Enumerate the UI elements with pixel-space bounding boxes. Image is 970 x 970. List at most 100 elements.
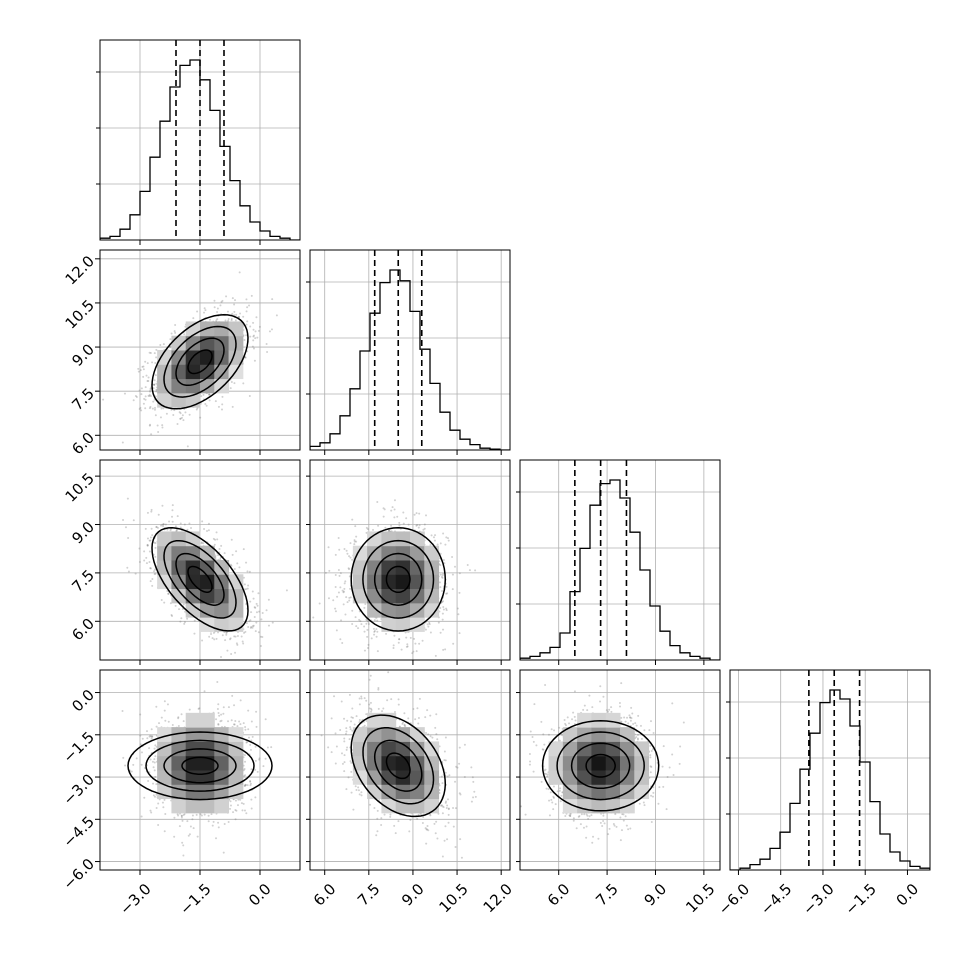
sample-point: [390, 509, 393, 512]
sample-point: [234, 299, 237, 302]
sample-point: [271, 621, 274, 624]
sample-point: [318, 602, 321, 605]
sample-point: [229, 638, 232, 641]
sample-point: [388, 529, 391, 532]
panel-frame: [99, 459, 301, 661]
sample-point: [434, 654, 437, 657]
sample-point: [143, 550, 146, 553]
sample-point: [181, 608, 184, 611]
density-cell: [367, 560, 382, 575]
sample-point: [258, 758, 261, 761]
sample-point: [245, 588, 248, 591]
sample-point: [390, 524, 393, 527]
sample-point: [261, 612, 264, 615]
sample-point: [398, 638, 401, 641]
sample-point: [360, 623, 363, 626]
sample-point: [375, 635, 378, 638]
sample-point: [182, 603, 185, 606]
sample-point: [253, 616, 256, 619]
sample-point: [453, 565, 456, 568]
sample-point: [441, 590, 444, 593]
sample-point: [252, 597, 255, 600]
sample-point: [124, 764, 127, 767]
sample-point: [351, 558, 354, 561]
sample-point: [364, 602, 367, 605]
sample-point: [445, 609, 448, 612]
sample-point: [249, 619, 252, 622]
sample-point: [267, 624, 270, 627]
sample-point: [102, 398, 105, 401]
y-tick-label: 7.5: [68, 384, 98, 414]
sample-point: [154, 542, 157, 545]
sample-point: [183, 333, 186, 336]
sample-point: [179, 526, 182, 529]
sample-point: [337, 591, 340, 594]
sample-point: [341, 641, 344, 644]
y-tick-label: 6.0: [68, 615, 98, 645]
sample-point: [188, 708, 191, 711]
sample-point: [418, 512, 421, 515]
sample-point: [382, 515, 385, 518]
sample-point: [342, 603, 345, 606]
sample-point: [258, 610, 261, 613]
sample-point: [355, 625, 358, 628]
sample-point: [151, 578, 154, 581]
density-cell: [214, 588, 230, 604]
sample-point: [411, 652, 414, 655]
sample-point: [206, 530, 209, 533]
sample-point: [246, 320, 249, 323]
sample-point: [250, 611, 253, 614]
sample-point: [252, 339, 255, 342]
sample-point: [451, 573, 454, 576]
sample-point: [441, 601, 444, 604]
sample-point: [217, 554, 220, 557]
sample-point: [215, 637, 218, 640]
sample-point: [249, 779, 252, 782]
sample-point: [156, 526, 159, 529]
sample-point: [214, 556, 217, 559]
sample-point: [353, 540, 356, 543]
sample-point: [148, 561, 151, 564]
sample-point: [154, 406, 157, 409]
sample-point: [247, 626, 250, 629]
sample-point: [152, 383, 155, 386]
sample-point: [406, 645, 409, 648]
sample-point: [349, 596, 352, 599]
sample-point: [245, 561, 248, 564]
sample-point: [238, 271, 241, 274]
sample-point: [413, 513, 416, 516]
contour-level-0: [187, 565, 213, 594]
sample-point: [248, 304, 251, 307]
sample-point: [157, 431, 160, 434]
sample-point: [398, 521, 401, 524]
sample-point: [250, 294, 253, 297]
sample-point: [221, 299, 224, 302]
sample-point: [152, 387, 155, 390]
sample-point: [398, 638, 401, 641]
sample-point: [217, 405, 220, 408]
sample-point: [251, 735, 254, 738]
sample-point: [127, 537, 130, 540]
sample-point: [253, 359, 256, 362]
sample-point: [170, 332, 173, 335]
sample-point: [428, 621, 431, 624]
sample-point: [207, 393, 210, 396]
sample-point: [139, 406, 142, 409]
sample-point: [148, 351, 151, 354]
sample-point: [384, 526, 387, 529]
sample-point: [249, 626, 252, 629]
sample-point: [237, 798, 240, 801]
sample-point: [200, 542, 203, 545]
sample-point: [183, 622, 186, 625]
sample-point: [363, 625, 366, 628]
sample-point: [242, 315, 245, 318]
sample-point: [337, 568, 340, 571]
sample-point: [439, 564, 442, 567]
sample-point: [347, 567, 350, 570]
density-cell: [157, 350, 172, 365]
sample-point: [343, 582, 346, 585]
sample-point: [137, 367, 140, 370]
density-cell: [214, 350, 230, 365]
sample-point: [203, 311, 206, 314]
sample-point: [373, 630, 376, 633]
